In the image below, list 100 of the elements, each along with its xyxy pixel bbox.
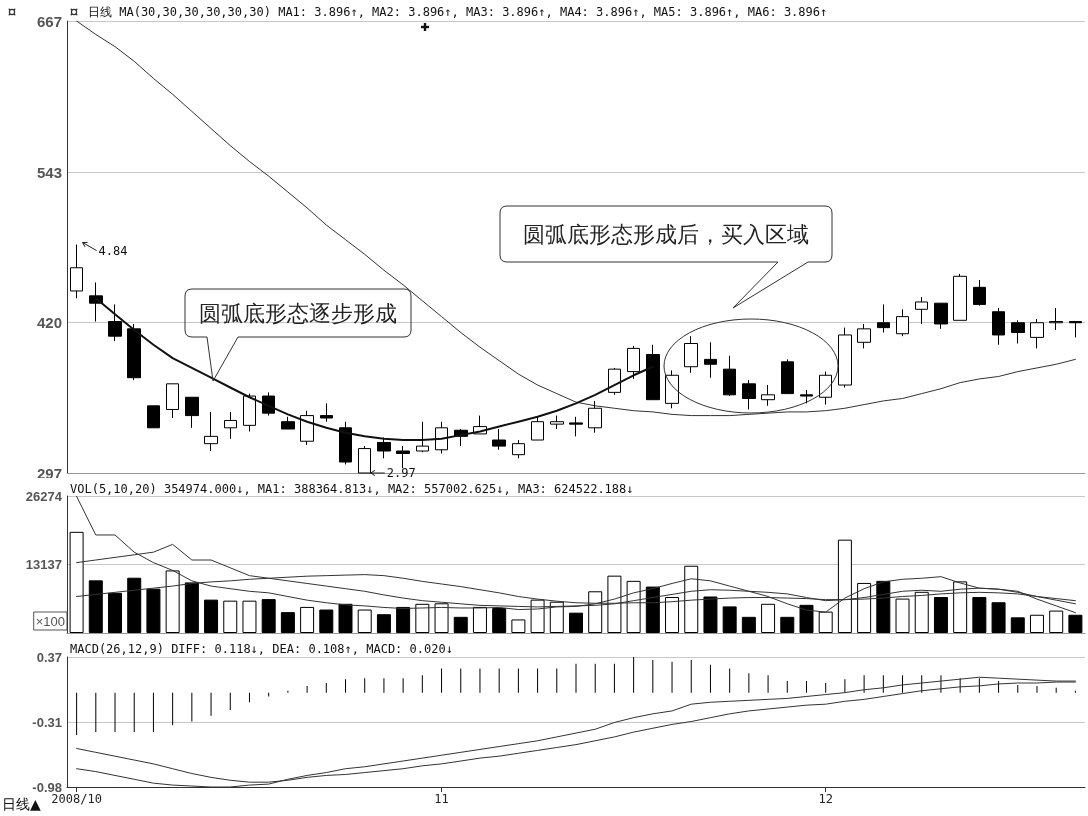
annotation: 圆弧底形态形成后，买入区域 [523, 221, 809, 247]
line-series [76, 495, 1076, 614]
bar [645, 586, 660, 633]
bar [1049, 610, 1064, 633]
bar [722, 606, 737, 633]
candlestick [1069, 321, 1082, 338]
bar [204, 599, 219, 633]
bar [396, 606, 411, 633]
candlestick [781, 358, 794, 395]
bar [703, 596, 718, 633]
candlestick [531, 416, 544, 441]
bar [69, 531, 84, 633]
candlestick [646, 344, 660, 401]
bar [223, 600, 238, 633]
candlestick [320, 402, 333, 423]
y-tick-label: 420 [36, 314, 62, 332]
bar [607, 575, 622, 633]
candlestick [915, 296, 928, 325]
bar [837, 539, 852, 633]
y-tick-label: 0.37 [36, 649, 62, 665]
candlestick [396, 445, 410, 469]
chart-title: VOL(5,10,20) 354974.000↓, MA1: 388364.813↓, MA2: 557002.625↓, MA3: 624522.188↓ [70, 482, 634, 496]
bar [626, 580, 641, 633]
candlestick [147, 405, 160, 429]
bar [88, 580, 103, 633]
candlestick [588, 400, 602, 434]
chart-title: 日线 MA(30,30,30,30,30,30) MA1: 3.896↑, MA2: 3.896↑, MA3: 3.896↑, MA4: 3.896↑, MA5: 3.896↑, MA6: 3.896↑ [88, 5, 828, 19]
candlestick [857, 323, 871, 349]
candlestick [1030, 318, 1044, 349]
bar [588, 591, 603, 633]
candlestick [1049, 307, 1063, 331]
bar [933, 597, 948, 633]
bar [780, 616, 795, 633]
bar [914, 591, 929, 633]
annotation: 2.97 [386, 466, 416, 480]
candlestick [108, 303, 122, 342]
bar [549, 601, 564, 633]
bar [165, 570, 180, 633]
candlestick [243, 393, 256, 432]
bar [338, 603, 353, 633]
chart-title: MACD(26,12,9) DIFF: 0.118↓, DEA: 0.108↑, MACD: 0.020↓ [70, 642, 453, 656]
candlestick [204, 411, 218, 452]
bar [876, 580, 891, 633]
bar [569, 612, 583, 633]
candlestick [435, 421, 448, 454]
candlestick [819, 371, 832, 406]
bar [261, 599, 276, 633]
x-tick-label: 12 [818, 792, 833, 806]
line-series [76, 20, 1076, 417]
candlestick [761, 384, 775, 407]
candlestick [550, 415, 564, 430]
y-tick-label: 26274 [25, 488, 63, 504]
candlestick [877, 303, 890, 334]
candlestick [896, 308, 909, 337]
y-tick-label: 543 [36, 163, 62, 181]
bar [953, 581, 968, 633]
line-series [94, 297, 654, 442]
annotation: 圆弧底形态逐步形成 [199, 300, 397, 326]
y-axis-title: ×100 [35, 613, 65, 629]
candlestick [627, 345, 640, 380]
bar [741, 616, 756, 633]
candlestick [339, 421, 352, 465]
annotation: 4.84 [98, 243, 128, 258]
y-tick-label: -0.98 [32, 779, 62, 795]
bar [799, 604, 814, 633]
bar [242, 600, 257, 633]
candlestick [704, 341, 717, 379]
bar [146, 588, 161, 633]
bar [895, 598, 910, 633]
bar [415, 603, 430, 633]
bar [665, 597, 680, 633]
bar [684, 565, 699, 633]
candlestick [973, 279, 986, 307]
bar [280, 612, 295, 633]
bar [184, 582, 199, 633]
candlestick [127, 323, 141, 381]
bar [991, 602, 1006, 633]
candlestick [800, 389, 813, 404]
bar [492, 607, 507, 633]
candlestick [377, 437, 391, 459]
candlestick [224, 411, 237, 440]
bar [818, 611, 833, 633]
y-tick-label: 13137 [25, 557, 62, 572]
bar [108, 592, 123, 633]
candlestick [281, 416, 295, 430]
bar [453, 616, 468, 633]
candlestick [742, 379, 756, 410]
text: 日线▲ [2, 796, 41, 812]
candlestick [569, 416, 583, 437]
bar [972, 597, 987, 633]
bar [1029, 614, 1044, 633]
x-tick-label: 11 [434, 792, 449, 806]
x-tick-label: 2008/10 [51, 792, 102, 806]
candlestick [166, 383, 179, 419]
candlestick [665, 369, 679, 409]
bar [1068, 614, 1083, 633]
candlestick [512, 439, 525, 459]
bar [300, 606, 315, 633]
y-tick-label: 297 [36, 464, 62, 482]
candlestick [953, 273, 967, 321]
